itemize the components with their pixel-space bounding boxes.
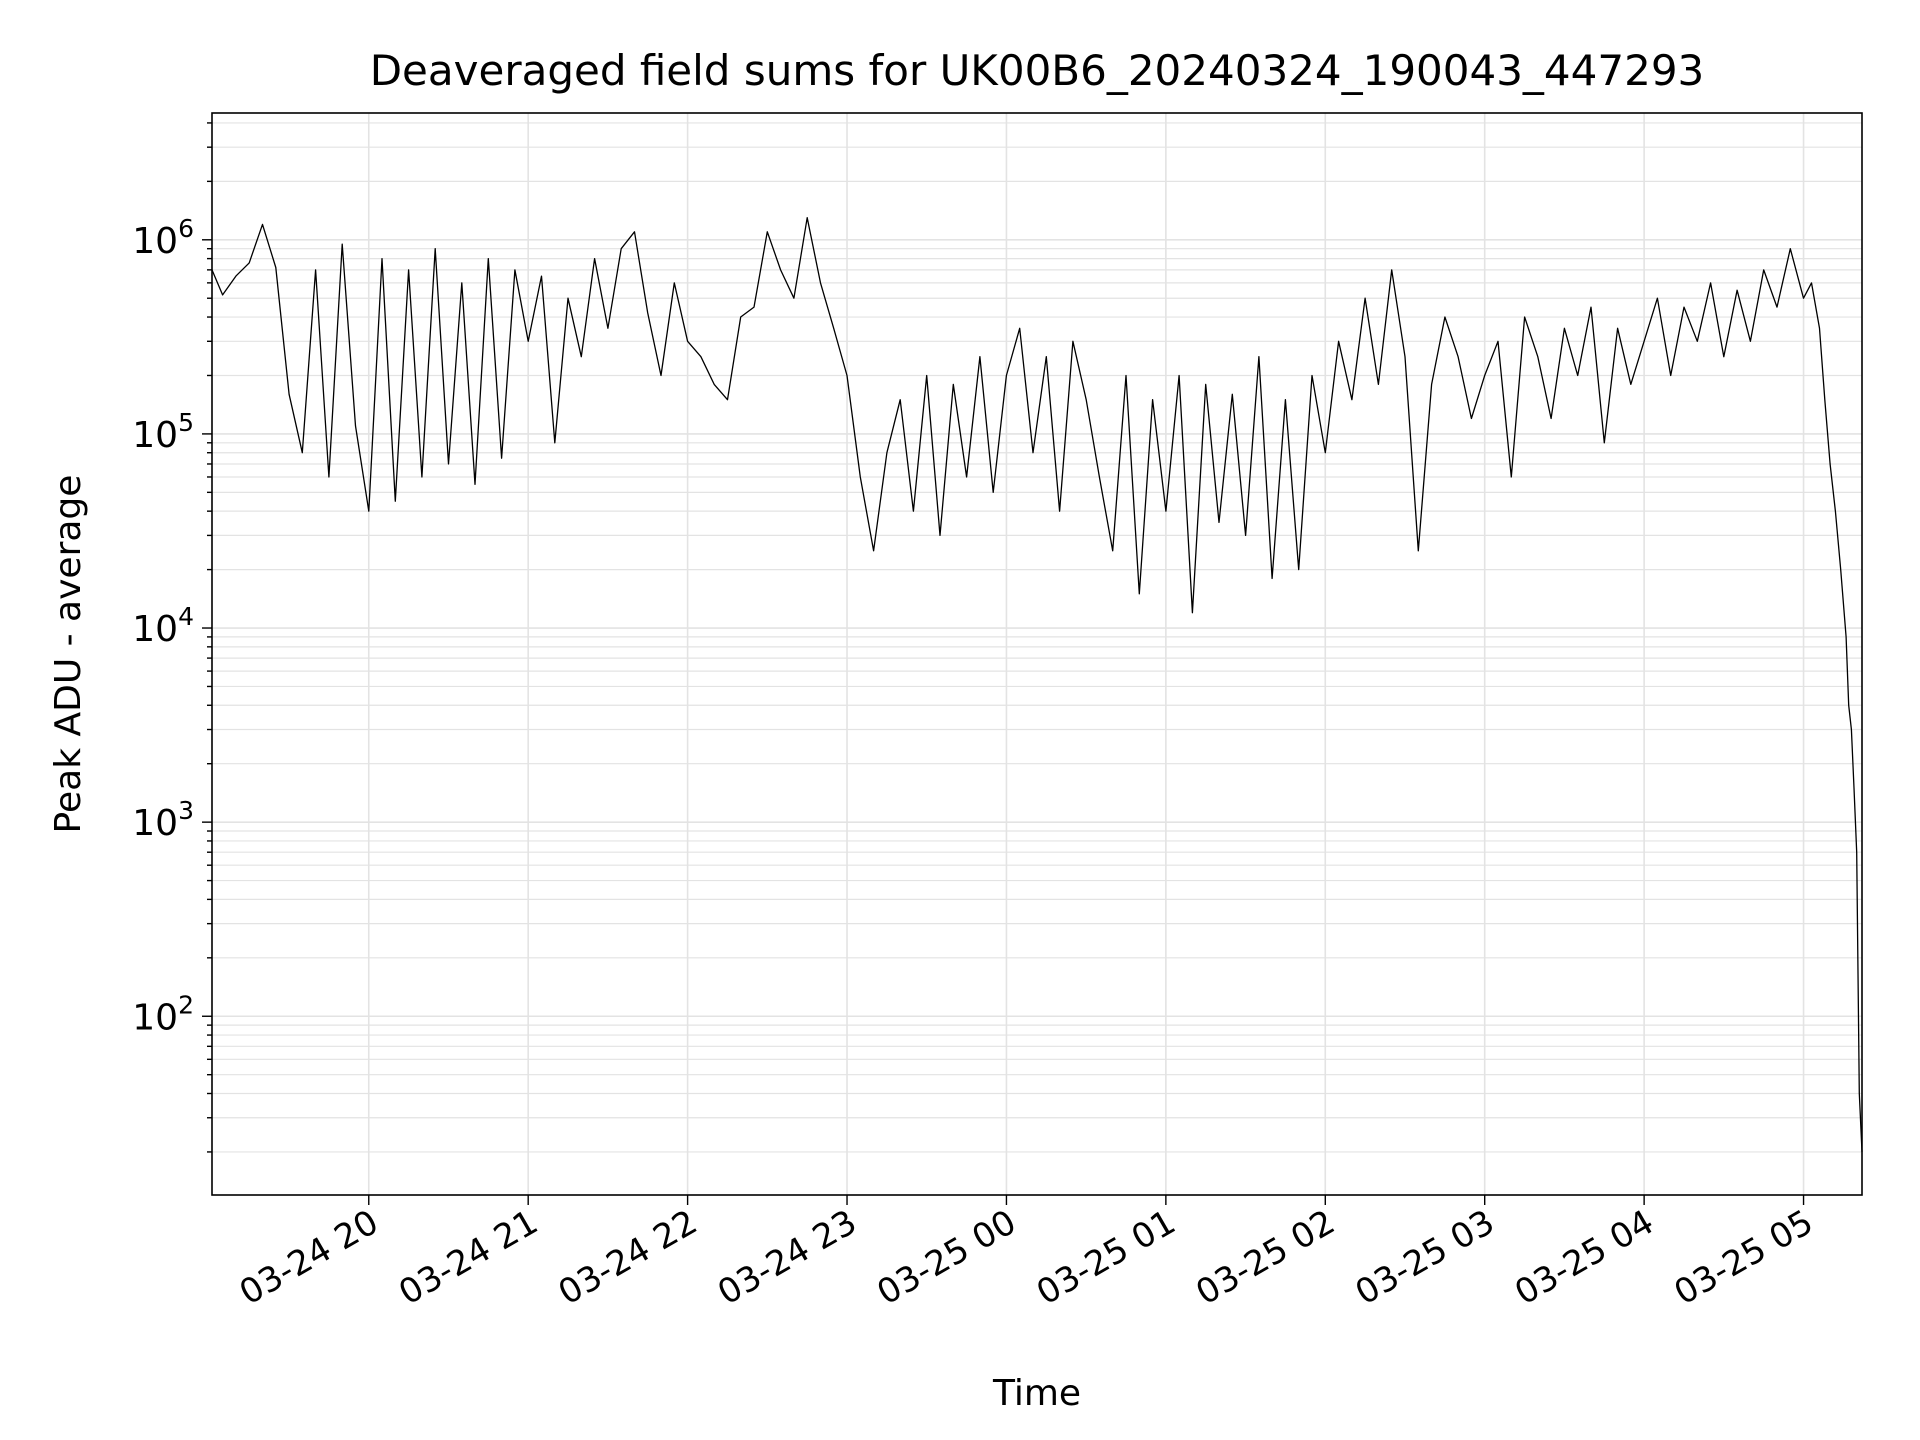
y-axis: 102 103 104 105 106 [132, 122, 212, 1153]
chart-title: Deaveraged field sums for UK00B6_2024032… [370, 46, 1705, 95]
axes-frame [211, 112, 1863, 1196]
plot-area [212, 113, 1862, 1195]
y-tick-label: 106 [132, 214, 194, 262]
y-tick-label: 105 [132, 408, 194, 456]
x-axis-label: Time [992, 1373, 1081, 1414]
data-series [211, 217, 1863, 1152]
y-tick-label: 104 [132, 602, 194, 650]
series-line [211, 217, 1863, 1152]
y-axis-label: Peak ADU - average [48, 475, 89, 834]
grid [212, 113, 1862, 1195]
y-tick-label: 103 [132, 796, 194, 844]
y-tick-label: 102 [132, 990, 194, 1038]
